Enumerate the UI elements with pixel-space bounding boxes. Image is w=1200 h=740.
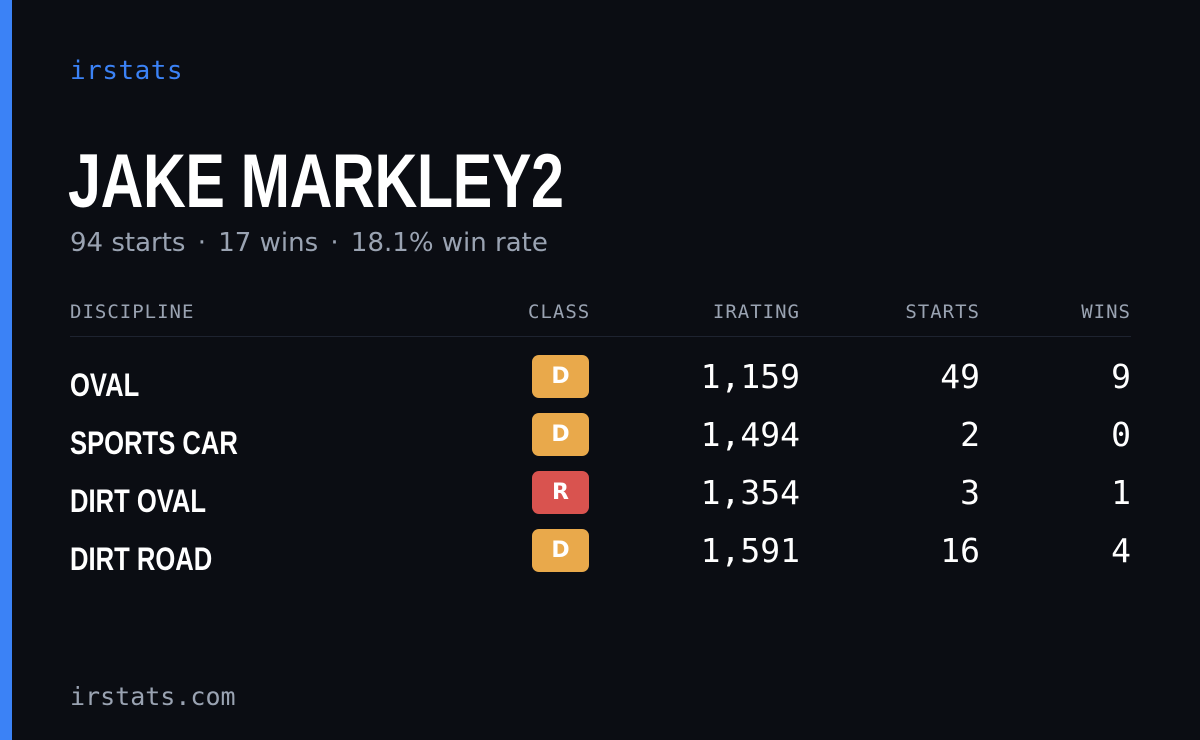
- irating-value: 1,494: [700, 415, 800, 454]
- header-class: CLASS: [528, 301, 591, 323]
- driver-summary: 94 starts · 17 wins · 18.1% win rate: [70, 228, 548, 258]
- irating-value: 1,159: [700, 357, 800, 396]
- starts-summary: 94 starts: [70, 228, 186, 258]
- discipline-name: OVAL: [70, 367, 140, 403]
- header-wins: WINS: [1081, 301, 1131, 323]
- starts-value: 16: [940, 531, 980, 570]
- starts-value: 3: [960, 473, 980, 512]
- brand-logo[interactable]: irstats: [70, 56, 184, 86]
- wins-summary: 17 wins: [218, 228, 319, 258]
- starts-value: 49: [940, 357, 980, 396]
- header-discipline: DISCIPLINE: [70, 301, 195, 323]
- summary-separator: ·: [330, 228, 339, 258]
- driver-name: JAKE MARKLEY2: [68, 139, 564, 224]
- starts-value: 2: [960, 415, 980, 454]
- wins-value: 1: [1111, 473, 1131, 512]
- site-url[interactable]: irstats.com: [70, 682, 236, 711]
- discipline-name: DIRT OVAL: [70, 483, 207, 519]
- table-row: DIRT OVAL R 1,354 3 1: [70, 469, 1131, 527]
- table-row: SPORTS CAR D 1,494 2 0: [70, 411, 1131, 469]
- summary-separator: ·: [197, 228, 206, 258]
- header-starts: STARTS: [905, 301, 980, 323]
- table-row: OVAL D 1,159 49 9: [70, 353, 1131, 411]
- header-irating: IRATING: [712, 301, 800, 323]
- table-row: DIRT ROAD D 1,591 16 4: [70, 527, 1131, 585]
- class-badge: D: [532, 355, 589, 398]
- class-badge: R: [532, 471, 589, 514]
- table-header: DISCIPLINE CLASS IRATING STARTS WINS: [70, 296, 1131, 337]
- discipline-name: DIRT ROAD: [70, 541, 213, 577]
- table-body: OVAL D 1,159 49 9 SPORTS CAR D 1,494 2 0…: [70, 337, 1131, 585]
- accent-bar: [0, 0, 12, 740]
- wins-value: 0: [1111, 415, 1131, 454]
- wins-value: 4: [1111, 531, 1131, 570]
- class-badge: D: [532, 529, 589, 572]
- class-badge: D: [532, 413, 589, 456]
- win-rate-summary: 18.1% win rate: [350, 228, 548, 258]
- discipline-name: SPORTS CAR: [70, 425, 238, 461]
- discipline-table: DISCIPLINE CLASS IRATING STARTS WINS OVA…: [70, 296, 1131, 585]
- irating-value: 1,591: [700, 531, 800, 570]
- irating-value: 1,354: [700, 473, 800, 512]
- wins-value: 9: [1111, 357, 1131, 396]
